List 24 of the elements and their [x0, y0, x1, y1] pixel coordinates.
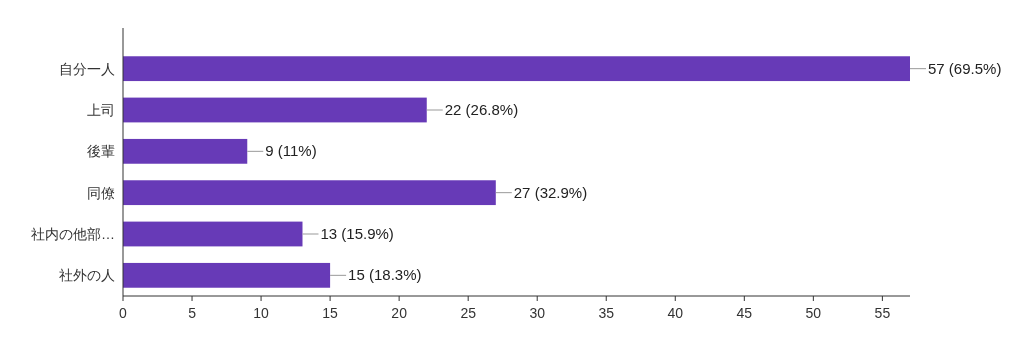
- data-label: 27 (32.9%): [513, 183, 588, 201]
- data-label: 15 (18.3%): [348, 266, 422, 284]
- x-tick-label: 20: [391, 305, 408, 321]
- data-label: 22 (26.8%): [444, 101, 519, 118]
- data-label: 9 (11%): [265, 142, 317, 160]
- x-tick-label: 50: [805, 305, 822, 321]
- x-tick-label: 0: [119, 305, 128, 321]
- x-tick-label: 30: [529, 305, 546, 321]
- data-label: 57 (69.5%): [928, 59, 1002, 77]
- y-tick-label: 後輩: [87, 143, 115, 160]
- data-label: 13 (15.9%): [320, 225, 394, 242]
- x-tick-label: 5: [188, 305, 197, 321]
- y-tick-label: 上司: [87, 102, 115, 118]
- x-tick-label: 35: [598, 305, 615, 321]
- x-tick-label: 40: [667, 305, 684, 321]
- x-tick-label: 55: [874, 305, 891, 321]
- x-tick-label: 10: [253, 305, 270, 321]
- y-tick-label: 社外の人: [59, 267, 115, 284]
- y-tick-label: 社内の他部…: [31, 226, 115, 242]
- y-tick-label: 自分一人: [59, 60, 115, 77]
- x-tick-label: 45: [736, 305, 753, 321]
- x-tick-label: 15: [322, 305, 339, 321]
- x-tick-label: 25: [460, 305, 477, 321]
- y-tick-label: 同僚: [87, 184, 115, 201]
